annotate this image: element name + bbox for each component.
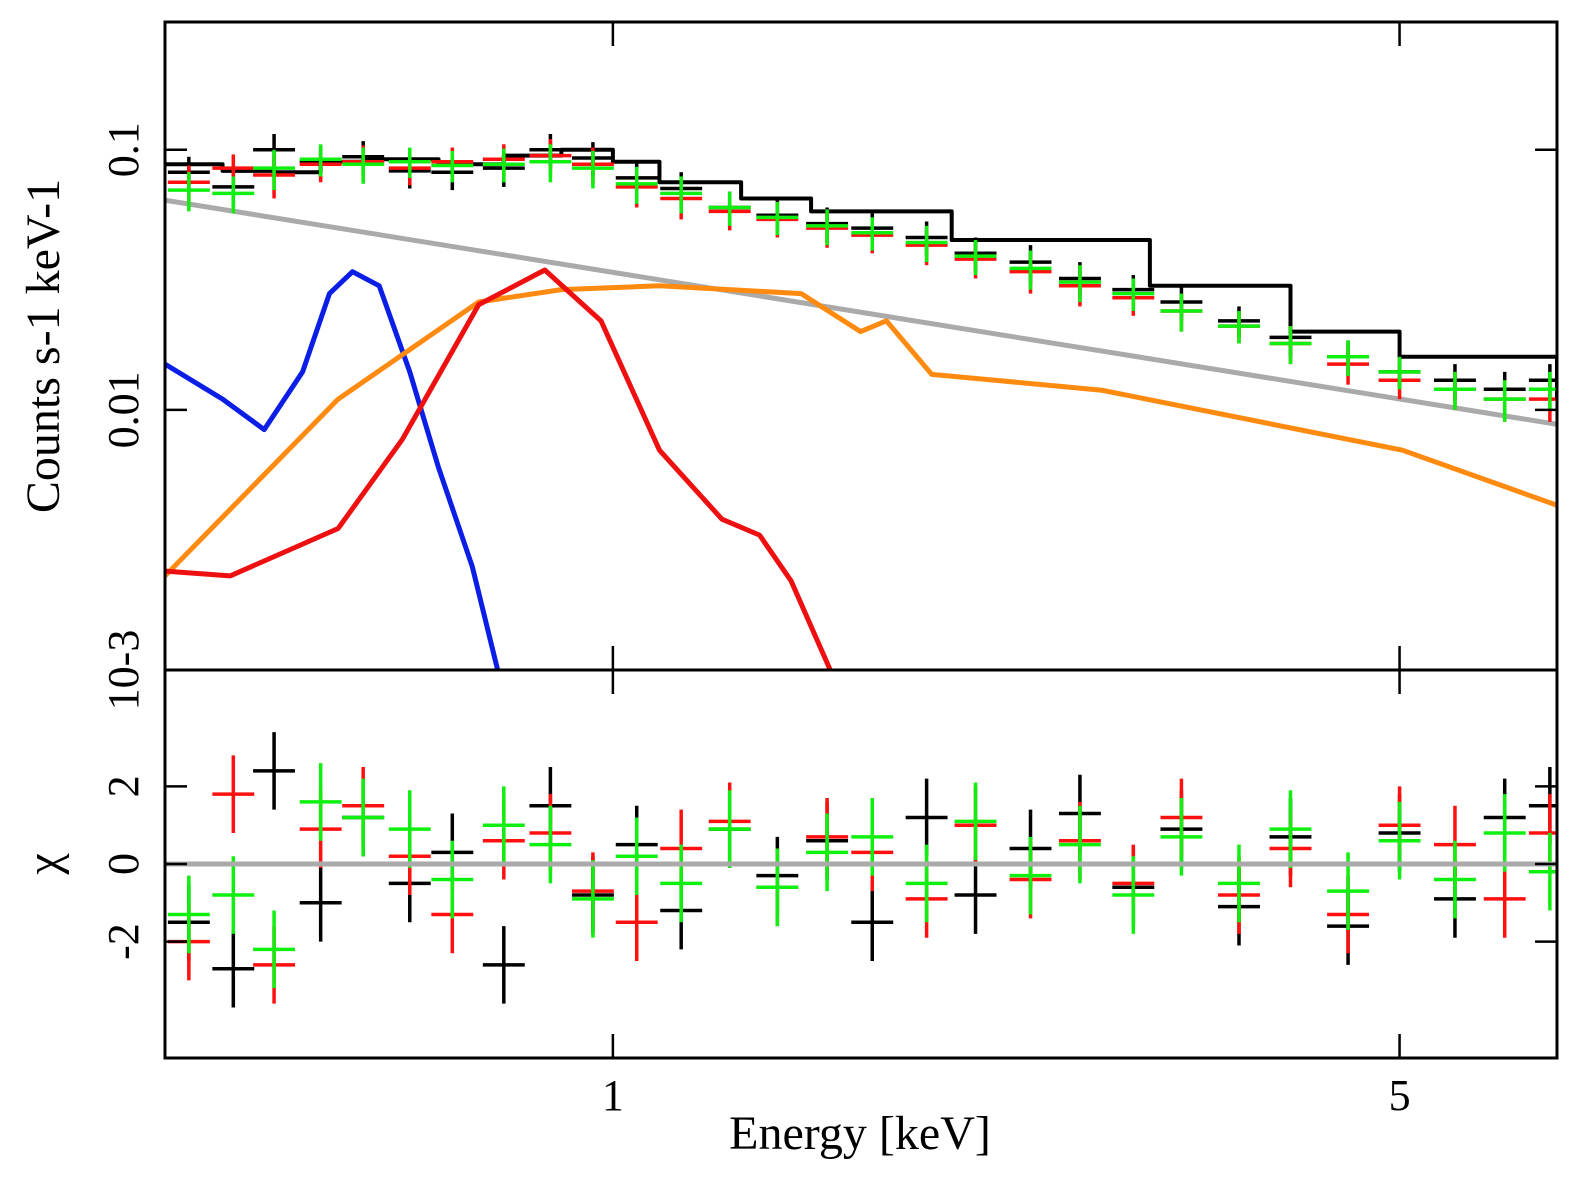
data-point: [482, 786, 525, 864]
plot-area: [165, 732, 1557, 1008]
data-point: [1378, 801, 1421, 880]
x-tick-label: 1: [602, 1071, 624, 1120]
data-point: [615, 883, 658, 961]
data-point: [167, 875, 210, 954]
data-point: [1433, 371, 1476, 410]
y-tick-label: 0.01: [99, 371, 148, 448]
data-point: [708, 191, 751, 226]
data-point: [660, 176, 703, 214]
data-point: [1433, 840, 1476, 919]
data-point: [756, 848, 799, 927]
data-point: [1058, 265, 1101, 302]
data-point: [212, 929, 255, 1008]
data-point: [431, 840, 474, 919]
data-point: [905, 225, 948, 263]
plot-area: [165, 134, 1557, 670]
model-line: [165, 283, 1557, 578]
data-point: [212, 856, 255, 934]
data-point: [1269, 790, 1312, 868]
data-point: [905, 844, 948, 923]
data-point: [212, 755, 255, 833]
data-point: [1378, 356, 1421, 390]
data-point: [1528, 371, 1557, 410]
data-point: [1160, 293, 1203, 332]
data-point: [1483, 380, 1526, 422]
y-tick-label: 10-3: [99, 630, 148, 711]
data-point: [1327, 340, 1370, 377]
y-tick-label: -2: [99, 923, 148, 960]
data-point: [905, 778, 948, 857]
data-point: [482, 148, 525, 183]
data-point: [253, 732, 296, 810]
data-point: [299, 144, 342, 177]
data-point: [1112, 856, 1155, 934]
y-axis-label: χ: [17, 853, 70, 876]
data-point: [571, 860, 614, 938]
data-point: [482, 926, 525, 1004]
data-point: [212, 176, 255, 214]
data-point: [388, 147, 431, 178]
data-point: [806, 813, 849, 892]
data-point: [660, 844, 703, 923]
x-axis-label: Energy [keV]: [729, 1107, 991, 1160]
data-point: [388, 790, 431, 868]
data-point: [954, 240, 997, 276]
data-point: [431, 150, 474, 183]
data-point: [1483, 794, 1526, 872]
data-point: [342, 778, 385, 857]
data-point: [1058, 805, 1101, 884]
data-point: [851, 883, 894, 961]
model-line: [165, 269, 501, 670]
data-point: [708, 790, 751, 868]
y-tick-label: 2: [99, 775, 148, 797]
data-point: [529, 144, 572, 183]
data-point: [756, 201, 799, 236]
data-point: [1218, 311, 1260, 344]
data-point: [253, 149, 296, 191]
data-point: [253, 910, 296, 989]
data-point: [1009, 836, 1052, 915]
model-line: [165, 267, 833, 670]
data-point: [342, 147, 385, 184]
y-tick-label: 0.1: [99, 122, 148, 177]
data-point: [299, 763, 342, 841]
data-point: [299, 864, 342, 942]
data-point: [851, 217, 894, 251]
data-point: [571, 150, 614, 189]
data-point: [1009, 250, 1052, 290]
y-tick-label: 0: [99, 853, 148, 875]
data-point: [615, 817, 658, 896]
y-axis-label: Counts s-1 keV-1: [17, 179, 70, 513]
model-line: [165, 197, 1557, 427]
data-point: [1483, 860, 1526, 938]
x-tick-label: 5: [1389, 1071, 1411, 1120]
data-point: [806, 209, 849, 246]
data-point: [1112, 278, 1155, 312]
data-point: [529, 805, 572, 884]
data-point: [1269, 326, 1312, 365]
data-point: [954, 782, 997, 861]
data-point: [615, 166, 658, 204]
data-point: [167, 172, 210, 212]
data-point: [1528, 832, 1557, 911]
data-point: [954, 856, 997, 934]
data-point: [1218, 844, 1260, 923]
